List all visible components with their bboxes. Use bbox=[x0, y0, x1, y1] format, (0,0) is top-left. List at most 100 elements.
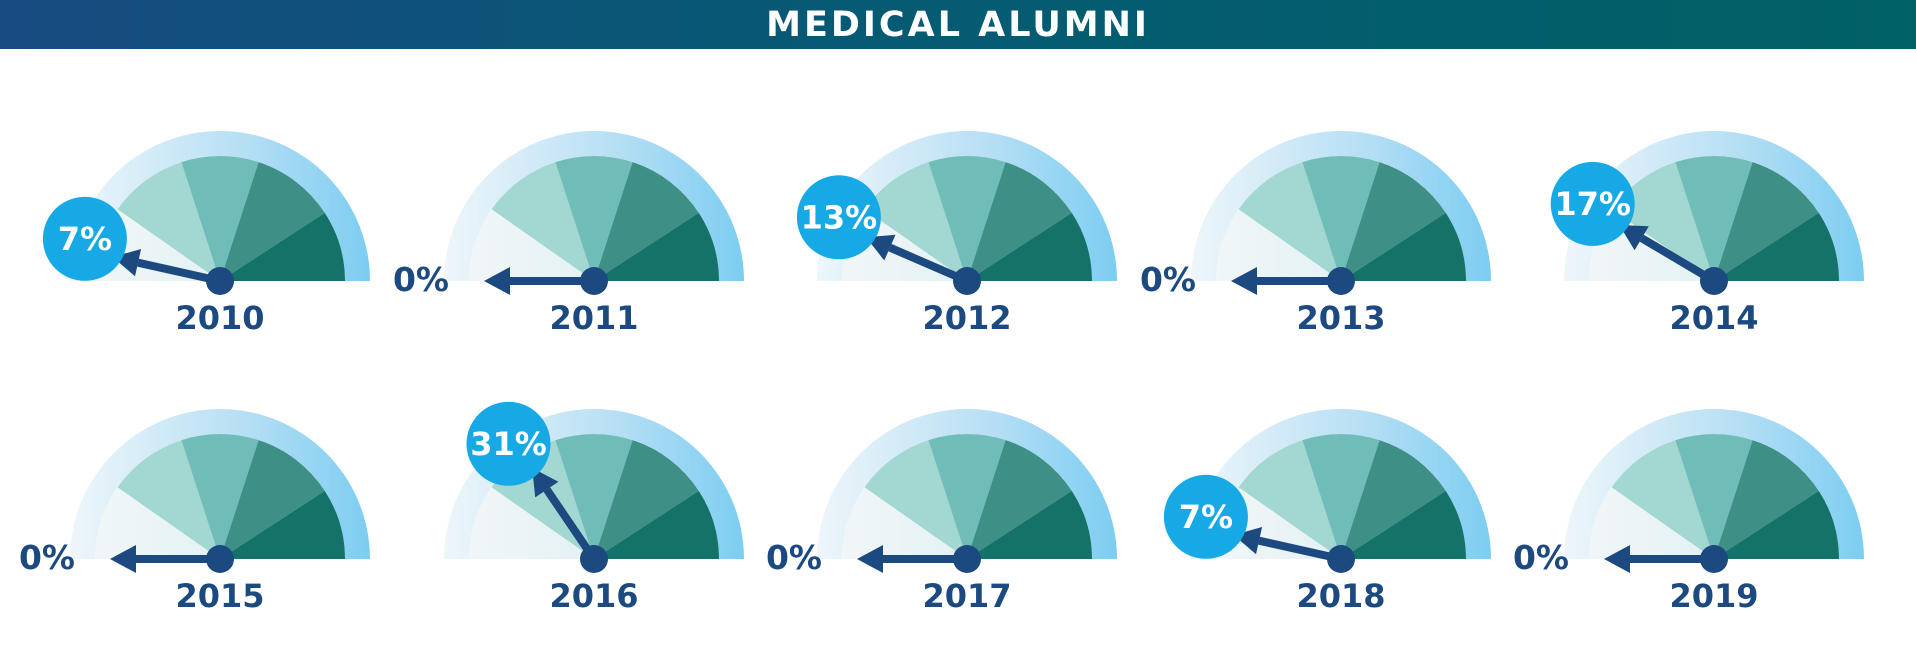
value-label: 0% bbox=[19, 538, 75, 577]
year-label: 2014 bbox=[1669, 299, 1758, 337]
gauge-2014: 2014 17% bbox=[1550, 131, 1864, 337]
needle-arrowhead bbox=[484, 267, 510, 295]
gauge-2013: 2013 0% bbox=[1140, 131, 1491, 337]
gauge-sector bbox=[594, 490, 719, 559]
gauge-sector bbox=[117, 440, 220, 559]
gauge-sector bbox=[928, 155, 1006, 281]
gauge-sector bbox=[967, 162, 1072, 281]
gauge-sector bbox=[555, 155, 633, 281]
gauge-sector bbox=[1341, 490, 1466, 559]
gauge-sector bbox=[1302, 155, 1380, 281]
gauge-sector bbox=[220, 162, 325, 281]
gauge-sector bbox=[1238, 440, 1341, 559]
gauge-sector bbox=[594, 212, 719, 281]
gauge-sector bbox=[967, 212, 1092, 281]
needle-hub bbox=[1700, 545, 1728, 573]
year-label: 2016 bbox=[549, 577, 638, 615]
gauge-needle bbox=[137, 258, 221, 285]
needle-arrowhead bbox=[1231, 267, 1257, 295]
gauge-2016: 2016 31% bbox=[444, 401, 744, 615]
gauge-sector bbox=[864, 440, 967, 559]
needle-arrowhead bbox=[857, 545, 883, 573]
value-bubble bbox=[1550, 161, 1635, 246]
needle-hub bbox=[1700, 267, 1728, 295]
needle-hub bbox=[1327, 267, 1355, 295]
value-label: 7% bbox=[1179, 498, 1233, 536]
page-title: MEDICAL ALUMNI bbox=[766, 4, 1150, 45]
gauge-2017: 2017 0% bbox=[766, 409, 1117, 615]
gauge-ring bbox=[444, 131, 744, 281]
gauge-2010: 2010 7% bbox=[42, 131, 370, 337]
value-label: 0% bbox=[1140, 260, 1196, 299]
year-label: 2011 bbox=[549, 299, 638, 337]
gauge-ring bbox=[1191, 131, 1491, 281]
gauge-sector bbox=[220, 490, 345, 559]
gauge-sector bbox=[1611, 440, 1714, 559]
needle-hub bbox=[206, 545, 234, 573]
gauge-sector bbox=[594, 162, 699, 281]
gauge-needle bbox=[888, 243, 969, 285]
gauge-sector bbox=[117, 162, 220, 281]
gauge-sector bbox=[220, 212, 345, 281]
gauge-ring bbox=[1564, 131, 1864, 281]
needle-arrowhead bbox=[532, 468, 559, 498]
needle-hub bbox=[580, 267, 608, 295]
needle-arrowhead bbox=[1619, 225, 1649, 251]
needle-arrowhead bbox=[110, 545, 136, 573]
gauge-sector bbox=[181, 155, 259, 281]
gauge-ring bbox=[1191, 409, 1491, 559]
gauge-sector bbox=[1611, 162, 1714, 281]
value-label: 0% bbox=[766, 538, 822, 577]
gauge-sector bbox=[1341, 162, 1446, 281]
year-label: 2019 bbox=[1669, 577, 1758, 615]
gauge-sector bbox=[1675, 155, 1753, 281]
value-label: 17% bbox=[1554, 185, 1631, 223]
gauge-sector bbox=[864, 162, 967, 281]
year-label: 2010 bbox=[175, 299, 264, 337]
gauge-ring bbox=[817, 409, 1117, 559]
gauge-needle bbox=[1258, 536, 1342, 563]
gauge-sector bbox=[1714, 490, 1839, 559]
year-label: 2012 bbox=[922, 299, 1011, 337]
value-label: 31% bbox=[470, 425, 547, 463]
gauge-ring bbox=[70, 409, 370, 559]
gauge-sector bbox=[967, 490, 1092, 559]
value-bubble bbox=[1163, 474, 1248, 559]
value-label: 0% bbox=[393, 260, 449, 299]
gauge-sector bbox=[220, 440, 325, 559]
gauge-2019: 2019 0% bbox=[1513, 409, 1864, 615]
needle-hub bbox=[953, 545, 981, 573]
gauge-sector bbox=[1714, 212, 1839, 281]
year-label: 2015 bbox=[175, 577, 264, 615]
gauge-sector bbox=[594, 440, 699, 559]
needle-hub bbox=[953, 267, 981, 295]
gauge-sector bbox=[967, 440, 1072, 559]
gauge-needle bbox=[1639, 234, 1717, 285]
gauge-ring bbox=[70, 131, 370, 281]
gauge-ring bbox=[817, 131, 1117, 281]
value-label: 13% bbox=[801, 198, 878, 236]
value-label: 7% bbox=[58, 220, 112, 258]
needle-arrowhead bbox=[1604, 545, 1630, 573]
gauge-sector bbox=[491, 162, 594, 281]
gauge-sector bbox=[1675, 433, 1753, 559]
needle-hub bbox=[206, 267, 234, 295]
gauge-2012: 2012 13% bbox=[796, 131, 1117, 337]
gauge-sector bbox=[1714, 440, 1819, 559]
gauge-sector bbox=[1238, 162, 1341, 281]
year-label: 2017 bbox=[922, 577, 1011, 615]
year-label: 2018 bbox=[1296, 577, 1385, 615]
gauge-sector bbox=[1302, 433, 1380, 559]
gauge-sector bbox=[1341, 440, 1446, 559]
value-label: 0% bbox=[1513, 538, 1569, 577]
needle-hub bbox=[1327, 545, 1355, 573]
gauge-2015: 2015 0% bbox=[19, 409, 370, 615]
gauge-ring bbox=[1564, 409, 1864, 559]
value-bubble bbox=[796, 175, 881, 260]
gauge-sector bbox=[928, 433, 1006, 559]
year-label: 2013 bbox=[1296, 299, 1385, 337]
needle-hub bbox=[580, 545, 608, 573]
gauge-2011: 2011 0% bbox=[393, 131, 744, 337]
gauge-sector bbox=[181, 433, 259, 559]
header-banner: MEDICAL ALUMNI bbox=[0, 0, 1916, 49]
